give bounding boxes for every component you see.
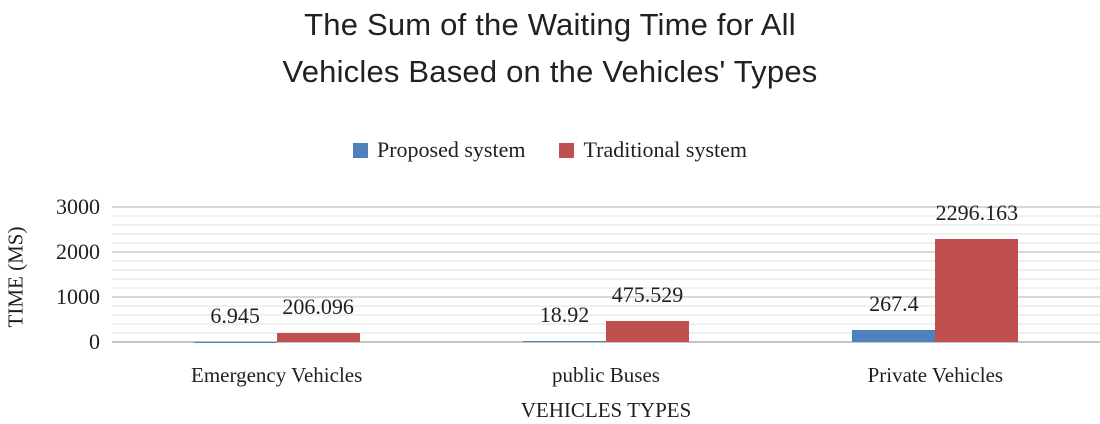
y-tick-label: 1000	[56, 284, 100, 309]
plot-area: 6.945 206.096 18.92 475.529 267.4 2296.163	[112, 200, 1100, 343]
minor-gridline	[112, 305, 1100, 307]
data-label: 267.4	[869, 290, 919, 316]
major-gridline	[112, 251, 1100, 253]
legend-swatch-icon	[352, 142, 368, 158]
legend-item-proposed-system: Proposed system	[352, 137, 526, 163]
x-axis-category-labels: Emergency Vehicles public Buses Private Ve…	[112, 363, 1100, 391]
minor-gridline	[112, 224, 1100, 226]
bar-traditional-system	[606, 320, 689, 342]
bar-traditional-system	[935, 238, 1019, 342]
category-label: Private Vehicles	[867, 363, 1004, 387]
major-gridline	[112, 296, 1100, 298]
chart-title-line-2: Vehicles Based on the Vehicles' Types	[282, 54, 818, 89]
bar-proposed-system	[852, 329, 936, 342]
legend-swatch-icon	[559, 142, 575, 158]
minor-gridline	[112, 269, 1100, 271]
minor-gridline	[112, 287, 1100, 289]
y-axis-tick-labels: 0 1000 2000 3000	[0, 196, 100, 353]
major-gridline	[112, 206, 1100, 208]
legend-label: Traditional system	[583, 137, 748, 162]
y-tick-label: 0	[89, 329, 100, 354]
minor-gridline	[112, 215, 1100, 217]
category-label: Emergency Vehicles	[191, 363, 363, 387]
data-label: 18.92	[539, 302, 590, 328]
category-label: public Buses	[552, 363, 660, 387]
data-label: 475.529	[611, 281, 684, 307]
bar-traditional-system	[276, 332, 360, 342]
minor-gridline	[112, 278, 1100, 280]
chart-title-line-1: The Sum of the Waiting Time for All	[304, 7, 796, 42]
minor-gridline	[112, 242, 1100, 244]
data-label: 206.096	[282, 293, 354, 319]
y-tick-label: 3000	[56, 194, 100, 219]
y-tick-label: 2000	[56, 239, 100, 264]
minor-gridline	[112, 314, 1100, 316]
minor-gridline	[112, 260, 1100, 262]
legend-item-traditional-system: Traditional system	[559, 137, 747, 163]
chart-title: The Sum of the Waiting Time for All Vehi…	[0, 1, 1100, 95]
data-label: 2296.163	[935, 199, 1019, 225]
legend-label: Proposed system	[376, 137, 526, 162]
data-label: 6.945	[210, 302, 260, 328]
bar-proposed-system	[523, 341, 606, 342]
x-axis-title: VEHICLES TYPES	[520, 398, 692, 422]
legend: Proposed system Traditional system	[0, 137, 1100, 163]
minor-gridline	[112, 233, 1100, 235]
x-axis-line	[112, 341, 1100, 343]
